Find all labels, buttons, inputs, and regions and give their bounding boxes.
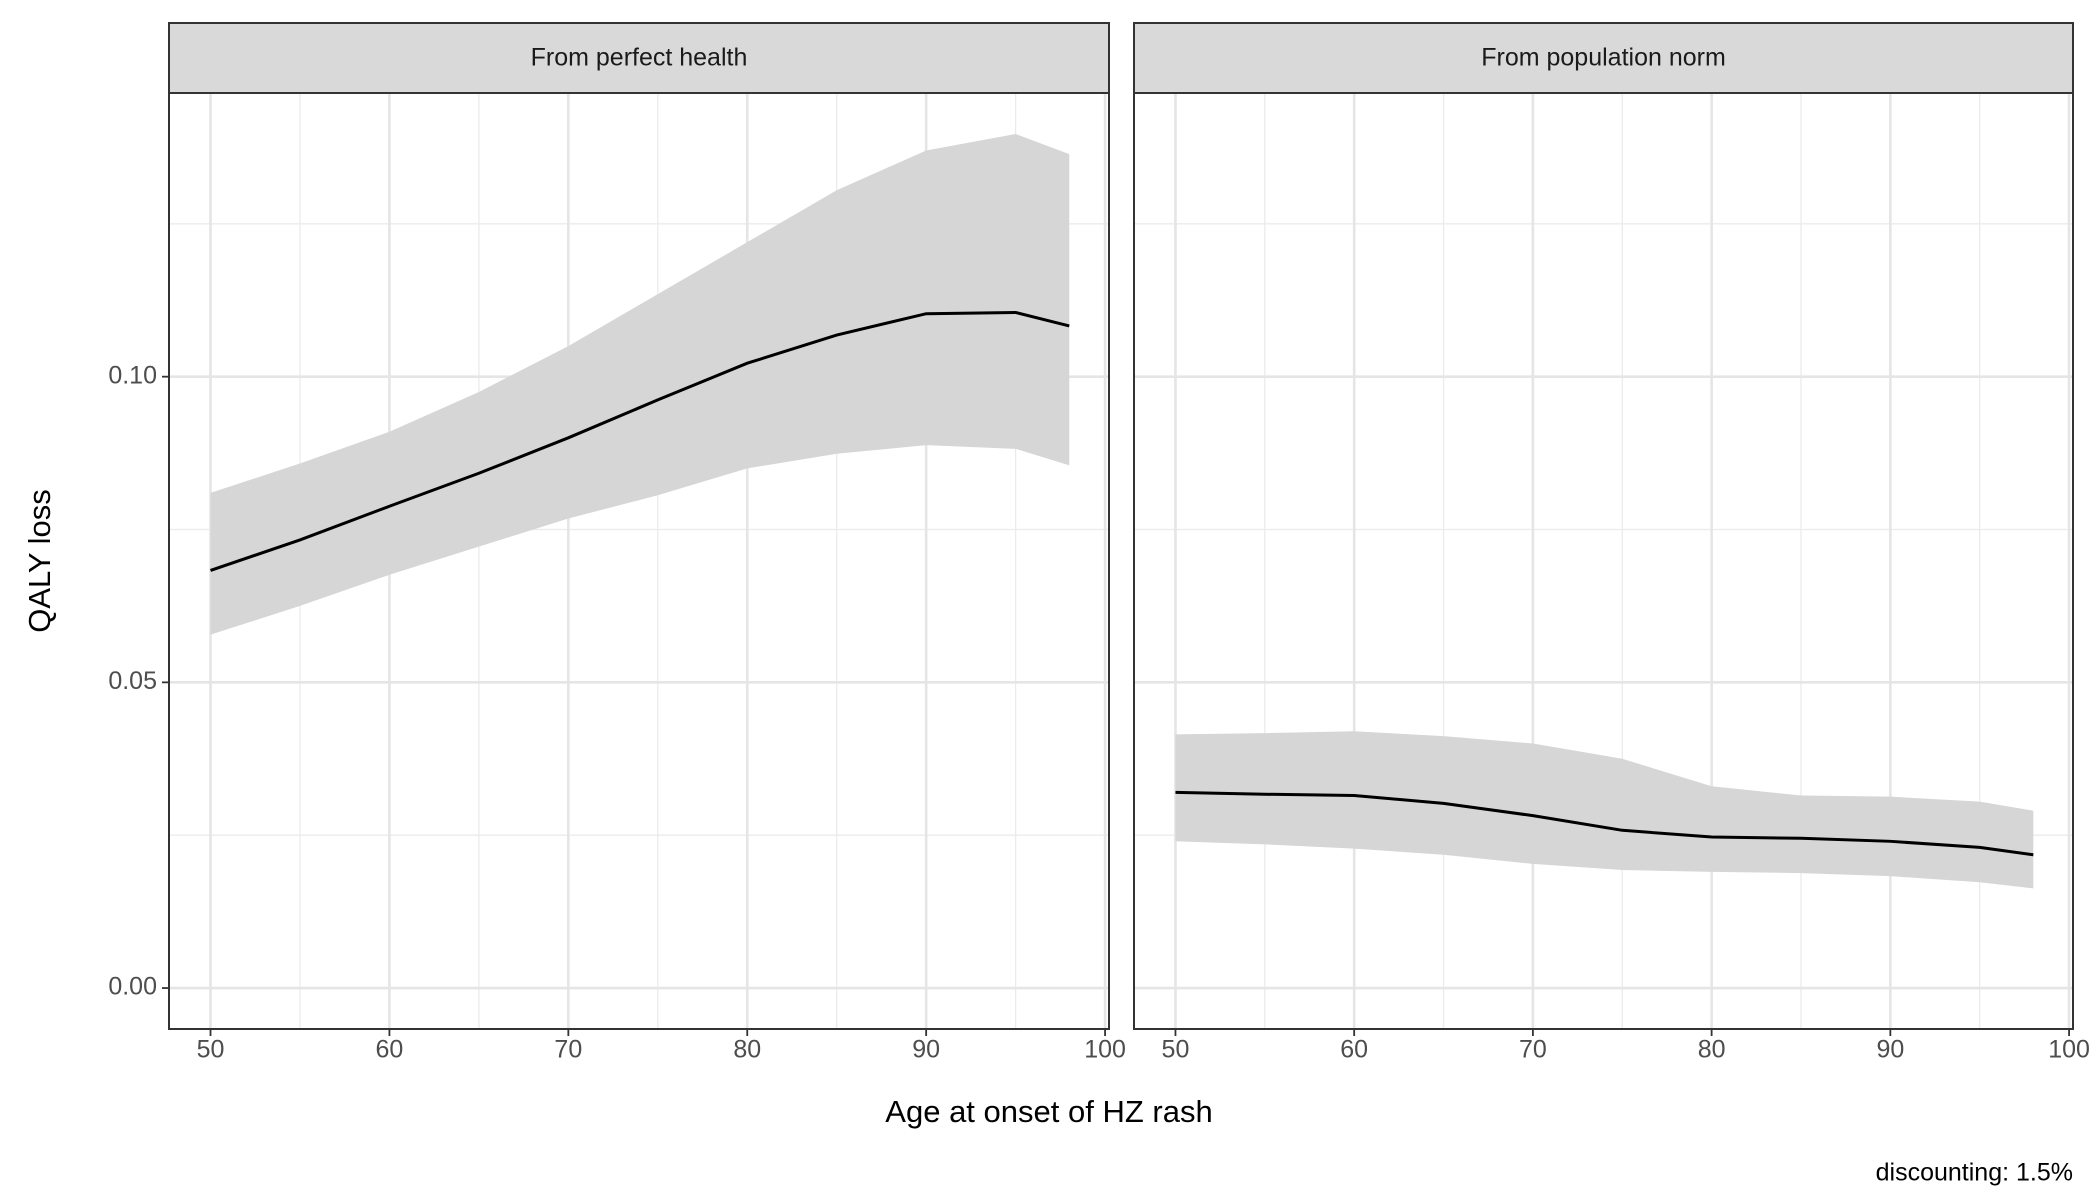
y-tick-label: 0.00 [108,973,157,1001]
strip [1133,22,2074,94]
x-tick-label: 70 [1519,1036,1547,1064]
y-tick-label: 0.05 [108,667,157,695]
caption: discounting: 1.5% [1876,1159,2073,1187]
confidence-band [210,133,1070,635]
mean-line [1175,790,2034,857]
x-axis-title: Age at onset of HZ rash [885,1094,1212,1129]
strip [168,22,1110,94]
strip-label: From population norm [1481,44,1726,72]
x-tick-label: 90 [912,1036,940,1064]
x-tick-label: 80 [733,1036,761,1064]
x-tick-label: 100 [2048,1036,2090,1064]
x-tick-label: 100 [1084,1036,1126,1064]
confidence-band [1175,731,2034,889]
y-tick-label: 0.10 [108,361,157,389]
x-tick-label: 60 [1340,1036,1368,1064]
x-tick-label: 90 [1876,1036,1904,1064]
panel-border [1133,92,2074,1030]
x-tick-label: 80 [1698,1036,1726,1064]
x-tick-label: 50 [197,1036,225,1064]
x-tick-label: 60 [376,1036,404,1064]
y-axis-title: QALY loss [22,489,57,633]
mean-line [210,310,1070,572]
x-tick-label: 70 [554,1036,582,1064]
strip-label: From perfect health [531,44,748,72]
x-tick-label: 50 [1162,1036,1190,1064]
